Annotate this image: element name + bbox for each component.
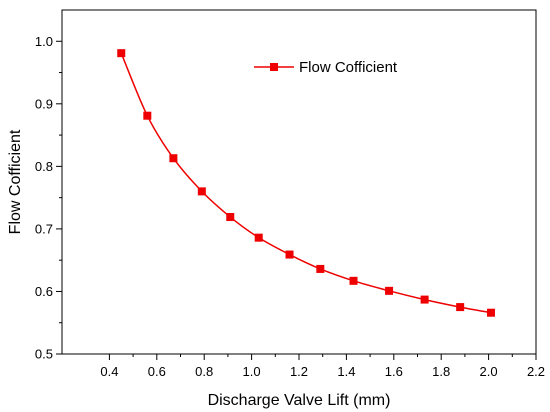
data-point — [420, 295, 429, 304]
data-point — [456, 303, 465, 312]
data-point — [349, 276, 358, 285]
series-line — [120, 52, 492, 314]
x-tick-label: 2.2 — [527, 364, 545, 379]
data-point — [486, 308, 495, 317]
x-tick-label: 1.2 — [290, 364, 308, 379]
data-point — [169, 154, 178, 163]
data-point — [143, 111, 152, 120]
legend: Flow Cofficient — [254, 59, 398, 76]
y-axis-title: Flow Cofficient — [7, 129, 24, 234]
x-tick-label: 1.0 — [243, 364, 261, 379]
x-axis: 0.4 0.6 0.8 1.0 1.2 1.4 1.6 1.8 2.0 2.2 — [100, 354, 545, 379]
x-tick-label: 1.8 — [432, 364, 450, 379]
y-tick-label: 0.6 — [35, 284, 53, 299]
series-points — [117, 49, 495, 317]
legend-label: Flow Cofficient — [299, 59, 398, 76]
y-axis: 0.5 0.6 0.7 0.8 0.9 1.0 — [35, 34, 62, 362]
data-point — [285, 250, 294, 259]
x-tick-label: 0.8 — [195, 364, 213, 379]
legend-marker — [270, 63, 278, 71]
y-tick-label: 0.8 — [35, 159, 53, 174]
y-tick-label: 0.5 — [35, 347, 53, 362]
data-point — [117, 49, 126, 58]
data-point — [197, 187, 206, 196]
x-tick-label: 0.4 — [100, 364, 118, 379]
x-tick-label: 1.4 — [337, 364, 355, 379]
data-point — [316, 264, 325, 273]
x-axis-title: Discharge Valve Lift (mm) — [208, 392, 391, 409]
x-tick-label: 0.6 — [148, 364, 166, 379]
x-tick-label: 1.6 — [385, 364, 403, 379]
y-tick-label: 0.9 — [35, 96, 53, 111]
data-point — [385, 286, 394, 295]
x-tick-label: 2.0 — [480, 364, 498, 379]
data-point — [226, 213, 235, 222]
y-tick-label: 1.0 — [35, 34, 53, 49]
y-tick-label: 0.7 — [35, 221, 53, 236]
data-point — [254, 233, 263, 242]
